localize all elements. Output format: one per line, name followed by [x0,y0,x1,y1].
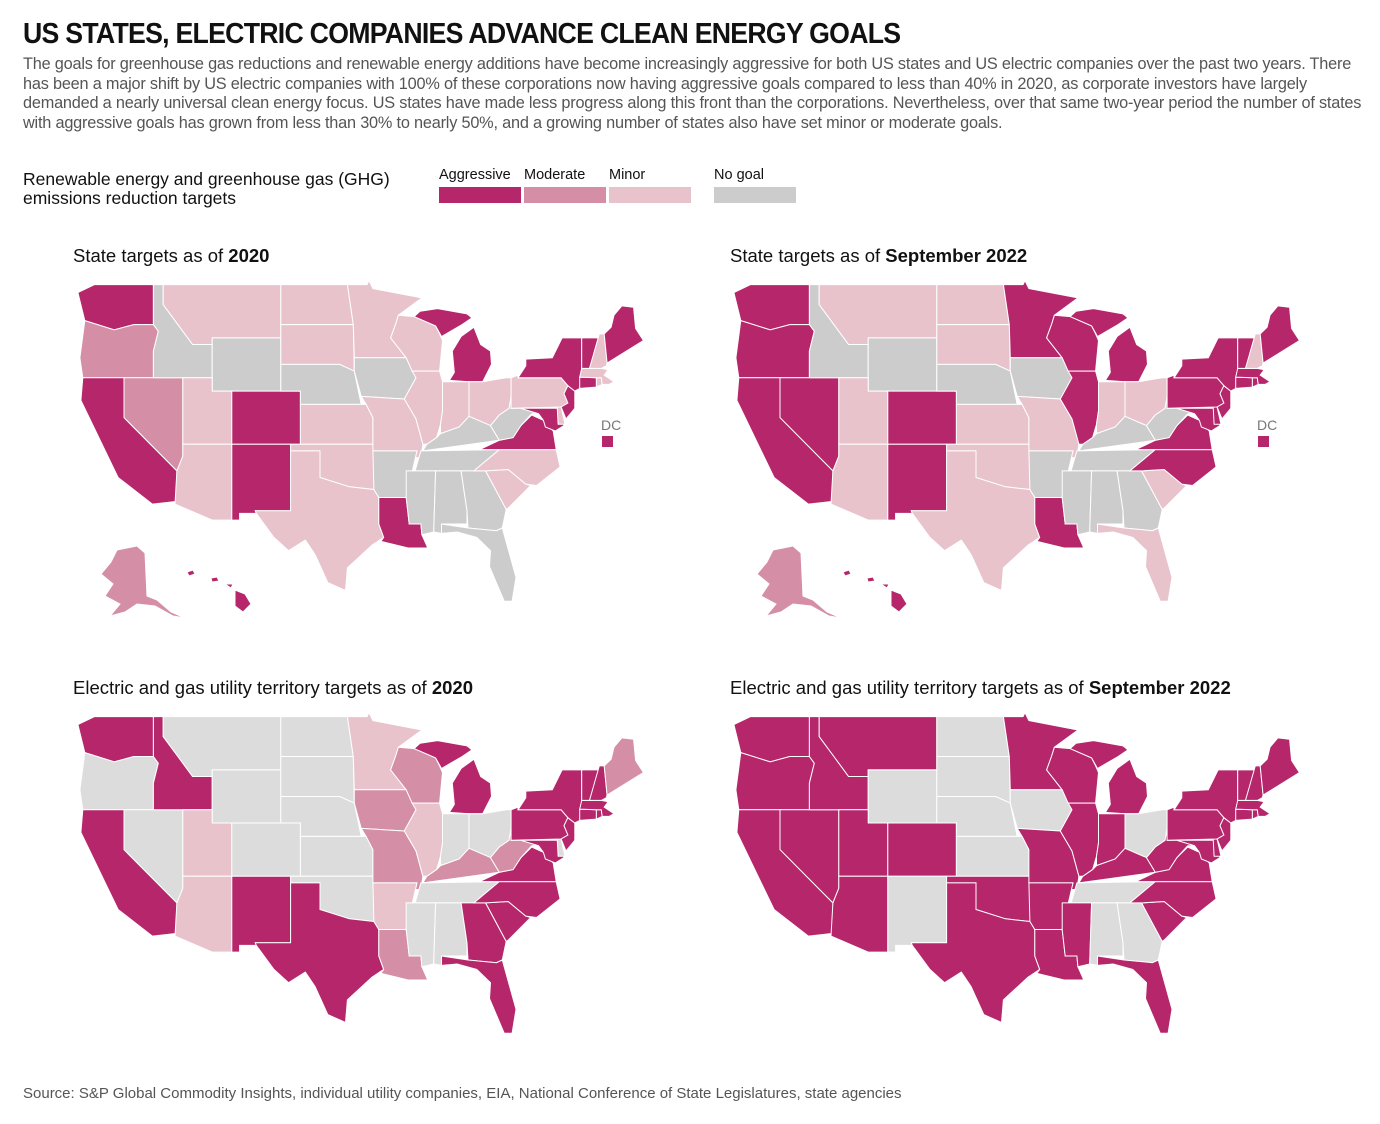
description: The goals for greenhouse gas reductions … [23,55,1362,132]
dc-label: DC [1257,417,1277,433]
state-mi [413,740,473,770]
state-ct [579,376,597,389]
state-co [231,822,301,877]
state-co [887,390,957,445]
state-mi [448,326,493,383]
state-or [79,751,159,811]
state-ks [299,403,374,445]
state-or [735,751,815,811]
state-hi [210,576,220,583]
state-tx [910,450,1041,592]
legend-item-no-goal: No goal [714,167,796,203]
state-ks [299,835,374,877]
source-note: Source: S&P Global Commodity Insights, i… [23,1085,902,1102]
map-title-states-2020: State targets as of 2020 [73,245,270,266]
state-nd [936,284,1010,326]
state-nm [887,443,948,521]
state-nd [936,716,1010,757]
legend-item-aggressive: Aggressive [439,167,521,203]
state-mi [448,758,493,815]
state-wy [867,769,938,824]
state-pa [510,374,569,409]
state-hi [234,589,252,613]
state-tx [254,450,385,592]
state-or [79,319,159,379]
state-ia [1009,789,1073,832]
state-pa [510,806,569,841]
state-ia [353,357,417,400]
map-title-utility-2020: Electric and gas utility territory targe… [73,677,473,698]
state-ak [756,545,842,619]
state-wy [867,337,938,392]
state-az [830,875,889,953]
state-fl [441,523,517,602]
state-nm [887,875,948,953]
legend-item-moderate: Moderate [524,167,606,203]
state-az [174,875,233,953]
dc-marker [602,436,613,447]
state-ks [955,403,1030,445]
dc-label: DC [601,417,621,433]
state-nd [280,716,354,757]
map-title-utility-2022: Electric and gas utility territory targe… [730,677,1231,698]
state-me [603,737,645,796]
page-title: US STATES, ELECTRIC COMPANIES ADVANCE CL… [23,18,901,50]
state-nm [231,443,292,521]
state-ia [1009,357,1073,400]
state-fl [1097,523,1173,602]
state-ct [579,808,597,821]
state-tx [254,882,385,1024]
state-wy [211,769,282,824]
state-hi [186,569,196,577]
state-ct [1235,376,1253,389]
state-mi [1069,740,1129,770]
state-ct [1235,808,1253,821]
state-hi [879,583,890,589]
state-ia [353,789,417,832]
state-me [603,305,645,364]
state-ak [100,545,186,619]
state-wy [211,337,282,392]
state-me [1259,305,1301,364]
state-hi [866,576,876,583]
legend-label: Renewable energy and greenhouse gas (GHG… [23,169,390,208]
state-hi [890,589,908,613]
state-ny [1230,821,1252,829]
state-mi [1104,758,1149,815]
state-mi [1104,326,1149,383]
state-hi [223,583,234,589]
dc-marker [1258,436,1269,447]
state-me [1259,737,1301,796]
state-mi [1069,308,1129,338]
state-tx [910,882,1041,1024]
state-mi [413,308,473,338]
state-ny [1230,389,1252,397]
map-title-states-2022: State targets as of September 2022 [730,245,1028,266]
state-az [830,443,889,521]
legend-item-minor: Minor [609,167,691,203]
state-pa [1166,374,1225,409]
state-co [231,390,301,445]
state-hi [842,569,852,577]
state-nm [231,875,292,953]
state-pa [1166,806,1225,841]
state-ny [574,389,596,397]
state-ks [955,835,1030,877]
state-co [887,822,957,877]
state-az [174,443,233,521]
state-nd [280,284,354,326]
state-or [735,319,815,379]
state-fl [1097,955,1173,1034]
state-fl [441,955,517,1034]
state-ny [574,821,596,829]
